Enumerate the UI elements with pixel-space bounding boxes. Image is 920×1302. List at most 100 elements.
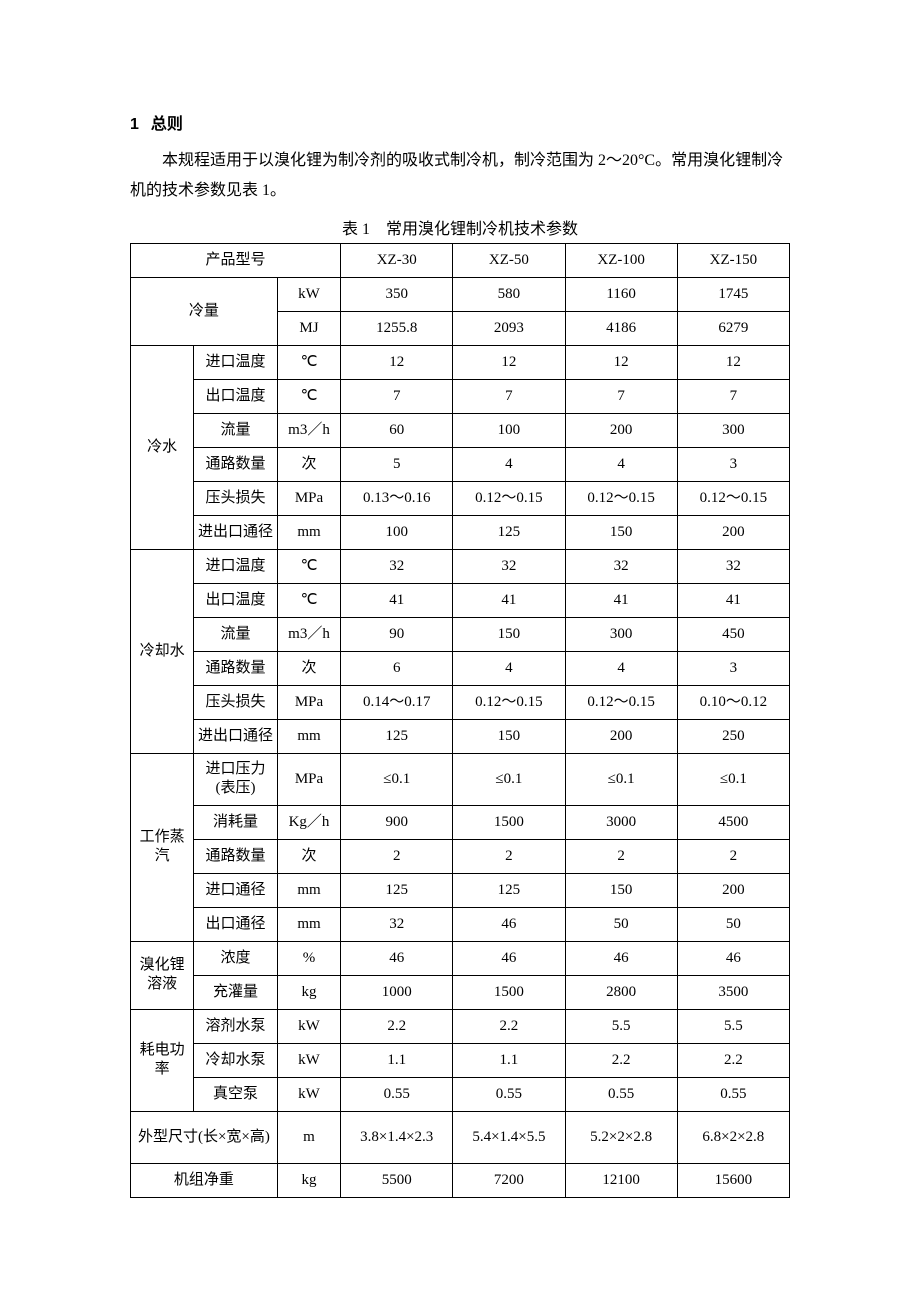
value-cell: 1.1 (453, 1043, 565, 1077)
label-vac-pump: 真空泵 (194, 1077, 278, 1111)
value-cell: 150 (453, 617, 565, 651)
label-solution: 溴化锂溶液 (131, 941, 194, 1009)
value-cell: 41 (453, 583, 565, 617)
table-row: 真空泵 kW 0.55 0.55 0.55 0.55 (131, 1077, 790, 1111)
value-cell: 12 (453, 345, 565, 379)
unit-cell: kg (277, 975, 340, 1009)
value-cell: 5.4×1.4×5.5 (453, 1111, 565, 1163)
value-cell: 7 (677, 379, 789, 413)
unit-cell: mm (277, 873, 340, 907)
value-cell: 2.2 (453, 1009, 565, 1043)
table-row: 压头损失 MPa 0.13～0.16 0.12～0.15 0.12～0.15 0… (131, 481, 790, 515)
unit-cell: Kg／h (277, 805, 340, 839)
table-row: 通路数量 次 2 2 2 2 (131, 839, 790, 873)
unit-cell: kg (277, 1163, 340, 1197)
label-head-loss: 压头损失 (194, 481, 278, 515)
unit-cell: 次 (277, 447, 340, 481)
value-cell: 2.2 (341, 1009, 453, 1043)
unit-cell: kW (277, 1077, 340, 1111)
value-cell: 5.2×2×2.8 (565, 1111, 677, 1163)
value-cell: 32 (453, 549, 565, 583)
value-cell: 46 (453, 941, 565, 975)
label-net-weight: 机组净重 (131, 1163, 278, 1197)
unit-cell: mm (277, 515, 340, 549)
table-row: 耗电功率 溶剂水泵 kW 2.2 2.2 5.5 5.5 (131, 1009, 790, 1043)
value-cell: 0.12～0.15 (453, 685, 565, 719)
value-cell: 300 (677, 413, 789, 447)
value-cell: 100 (453, 413, 565, 447)
label-product-model: 产品型号 (131, 243, 341, 277)
table-row: 进出口通径 mm 125 150 200 250 (131, 719, 790, 753)
section-heading: 1总则 (130, 110, 790, 134)
value-cell: 60 (341, 413, 453, 447)
value-cell: 0.55 (565, 1077, 677, 1111)
label-cooling-water: 冷却水 (131, 549, 194, 753)
value-cell: 32 (677, 549, 789, 583)
label-cool-pump: 冷却水泵 (194, 1043, 278, 1077)
unit-cell: 次 (277, 651, 340, 685)
table-row: 产品型号 XZ-30 XZ-50 XZ-100 XZ-150 (131, 243, 790, 277)
spec-table: 产品型号 XZ-30 XZ-50 XZ-100 XZ-150 冷量 kW 350… (130, 243, 790, 1198)
value-cell: 4 (565, 651, 677, 685)
value-cell: 0.55 (341, 1077, 453, 1111)
body-paragraph: 本规程适用于以溴化锂为制冷剂的吸收式制冷机，制冷范围为 2～20°C。常用溴化锂… (130, 146, 790, 207)
value-cell: 450 (677, 617, 789, 651)
value-cell: 0.55 (453, 1077, 565, 1111)
value-cell: 100 (341, 515, 453, 549)
unit-cell: ℃ (277, 379, 340, 413)
label-inlet-temp: 进口温度 (194, 549, 278, 583)
value-cell: 2.2 (565, 1043, 677, 1077)
table-row: 出口通径 mm 32 46 50 50 (131, 907, 790, 941)
value-cell: 4500 (677, 805, 789, 839)
value-cell: 7 (565, 379, 677, 413)
unit-cell: mm (277, 907, 340, 941)
value-cell: 41 (677, 583, 789, 617)
unit-cell: m3／h (277, 413, 340, 447)
label-capacity: 冷量 (131, 277, 278, 345)
value-cell: 32 (341, 907, 453, 941)
value-cell: 6.8×2×2.8 (677, 1111, 789, 1163)
unit-cell: ℃ (277, 345, 340, 379)
value-cell: 1500 (453, 805, 565, 839)
table-row: 出口温度 ℃ 7 7 7 7 (131, 379, 790, 413)
value-cell: 41 (565, 583, 677, 617)
value-cell: 1500 (453, 975, 565, 1009)
value-cell: ≤0.1 (341, 753, 453, 805)
label-passes: 通路数量 (194, 447, 278, 481)
value-cell: 3.8×1.4×2.3 (341, 1111, 453, 1163)
value-cell: 46 (677, 941, 789, 975)
model-cell: XZ-30 (341, 243, 453, 277)
value-cell: 7200 (453, 1163, 565, 1197)
label-outlet-temp: 出口温度 (194, 379, 278, 413)
value-cell: 50 (565, 907, 677, 941)
value-cell: 46 (341, 941, 453, 975)
label-sol-pump: 溶剂水泵 (194, 1009, 278, 1043)
value-cell: 7 (341, 379, 453, 413)
value-cell: ≤0.1 (453, 753, 565, 805)
label-inlet-pressure: 进口压力(表压) (194, 753, 278, 805)
table-row: 溴化锂溶液 浓度 % 46 46 46 46 (131, 941, 790, 975)
value-cell: 50 (677, 907, 789, 941)
table-row: 出口温度 ℃ 41 41 41 41 (131, 583, 790, 617)
section-number: 1 (130, 116, 139, 133)
value-cell: 2093 (453, 311, 565, 345)
value-cell: 0.10～0.12 (677, 685, 789, 719)
value-cell: 0.13～0.16 (341, 481, 453, 515)
value-cell: 46 (565, 941, 677, 975)
value-cell: 2800 (565, 975, 677, 1009)
value-cell: 4186 (565, 311, 677, 345)
value-cell: 200 (565, 413, 677, 447)
table-row: 进口通径 mm 125 125 150 200 (131, 873, 790, 907)
value-cell: 12 (565, 345, 677, 379)
label-outlet-temp: 出口温度 (194, 583, 278, 617)
label-steam: 工作蒸汽 (131, 753, 194, 941)
value-cell: 2 (677, 839, 789, 873)
label-consumption: 消耗量 (194, 805, 278, 839)
label-passes: 通路数量 (194, 839, 278, 873)
value-cell: 3500 (677, 975, 789, 1009)
value-cell: 200 (677, 515, 789, 549)
value-cell: 5 (341, 447, 453, 481)
value-cell: 1160 (565, 277, 677, 311)
table-row: 流量 m3／h 60 100 200 300 (131, 413, 790, 447)
value-cell: 12 (341, 345, 453, 379)
